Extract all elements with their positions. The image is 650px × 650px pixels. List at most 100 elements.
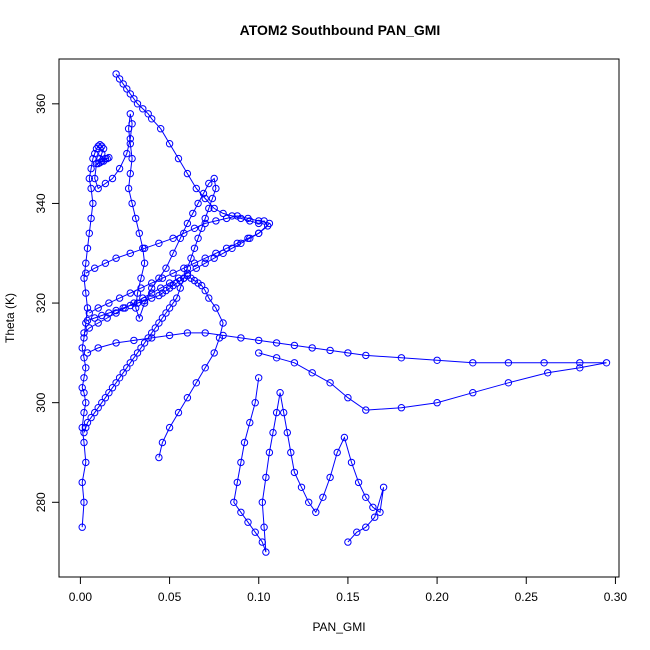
data-point (344, 538, 352, 546)
data-point (265, 448, 274, 457)
data-point (123, 364, 131, 372)
data-point (544, 369, 552, 377)
data-point (169, 249, 177, 258)
data-point (362, 406, 370, 414)
data-point (132, 214, 140, 223)
data-point (319, 493, 327, 501)
data-point (540, 359, 548, 367)
data-point (244, 234, 252, 243)
data-point (326, 346, 334, 355)
data-point (82, 423, 90, 432)
data-point (105, 153, 113, 162)
series-line (87, 332, 607, 411)
data-point (174, 154, 183, 163)
data-point (183, 169, 192, 178)
data-point (280, 408, 288, 417)
data-point (210, 349, 218, 357)
data-point (148, 279, 156, 287)
data-point (119, 304, 127, 312)
data-point (89, 154, 97, 163)
data-point (140, 339, 149, 347)
data-point (576, 364, 584, 372)
data-point (130, 95, 138, 103)
data-point (255, 349, 263, 357)
y-tick-label: 340 (34, 193, 48, 213)
data-point (137, 344, 145, 352)
data-point (91, 408, 99, 417)
data-point (162, 264, 170, 272)
data-point (180, 264, 188, 272)
data-point (183, 394, 192, 402)
data-point (344, 349, 352, 357)
data-point (94, 404, 102, 412)
data-point (165, 423, 174, 432)
x-tick-label: 0.10 (247, 590, 271, 604)
data-point (126, 289, 135, 297)
data-point (87, 164, 95, 173)
data-point (124, 125, 133, 133)
data-point (80, 274, 88, 282)
data-point (126, 169, 135, 178)
data-point (176, 284, 185, 292)
data-point (397, 354, 406, 362)
data-point (135, 229, 144, 238)
data-point (82, 269, 90, 277)
data-point (140, 299, 149, 307)
data-series (80, 70, 272, 337)
data-point (126, 140, 135, 148)
data-point (126, 135, 135, 143)
data-point (144, 110, 152, 118)
series-line (233, 377, 385, 553)
data-point (212, 249, 220, 258)
data-point (187, 254, 195, 262)
data-point (80, 428, 88, 437)
data-point (237, 334, 245, 342)
data-point (94, 184, 102, 193)
data-point (140, 296, 149, 305)
data-point (576, 359, 584, 367)
data-point (244, 214, 252, 223)
data-point (469, 359, 477, 367)
data-point (173, 294, 181, 302)
y-tick-label: 300 (34, 392, 48, 412)
data-point (504, 379, 513, 387)
x-tick-label: 0.05 (158, 590, 182, 604)
data-point (80, 408, 88, 417)
data-point (312, 508, 320, 516)
data-point (148, 284, 156, 292)
data-point (82, 259, 90, 267)
data-point (87, 184, 95, 193)
data-point (165, 140, 174, 148)
data-point (194, 234, 202, 243)
data-point (190, 259, 199, 267)
data-point (119, 369, 127, 377)
y-tick-label: 320 (34, 293, 48, 313)
data-point (105, 299, 113, 307)
data-point (83, 418, 92, 427)
y-axis: 280 300 320 340 360 (34, 93, 60, 512)
data-point (269, 428, 277, 437)
data-point (233, 478, 242, 487)
data-point (92, 159, 101, 168)
data-point (82, 364, 90, 372)
data-point (126, 249, 135, 258)
data-point (158, 438, 167, 447)
data-point (98, 149, 106, 158)
data-point (98, 399, 106, 407)
data-point (183, 329, 192, 337)
data-point (326, 379, 334, 387)
data-point (123, 149, 131, 158)
data-point (201, 254, 209, 262)
data-point (112, 254, 120, 262)
data-point (99, 145, 108, 153)
data-point (201, 286, 209, 295)
data-point (94, 319, 102, 327)
data-point (83, 304, 92, 312)
data-point (112, 339, 120, 347)
data-point (96, 158, 104, 167)
data-point (137, 274, 145, 282)
data-point (251, 528, 259, 536)
data-point (362, 493, 370, 501)
data-point (108, 384, 117, 392)
data-point (205, 204, 213, 213)
